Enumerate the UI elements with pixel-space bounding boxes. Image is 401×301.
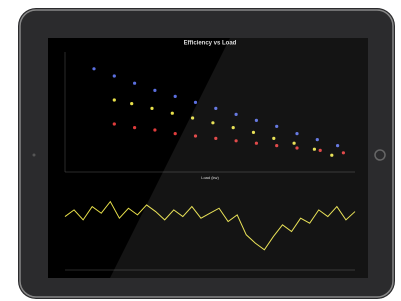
scatter-point (133, 126, 136, 129)
tablet-photo: Efficiency vs Load Load (kw) (0, 0, 401, 301)
scatter-point (174, 95, 177, 98)
scatter-point (113, 98, 116, 101)
scatter-point (194, 101, 197, 104)
scatter-point (92, 67, 95, 70)
scatter-point (174, 132, 177, 135)
scatter-point (113, 74, 116, 77)
scatter-point (133, 82, 136, 85)
scatter-point (171, 112, 174, 115)
scatter-point (153, 128, 156, 131)
scatter-point (150, 107, 153, 110)
scatter-point (130, 102, 133, 105)
camera (33, 154, 36, 157)
scatter-point (113, 122, 116, 125)
scatter-point (153, 89, 156, 92)
